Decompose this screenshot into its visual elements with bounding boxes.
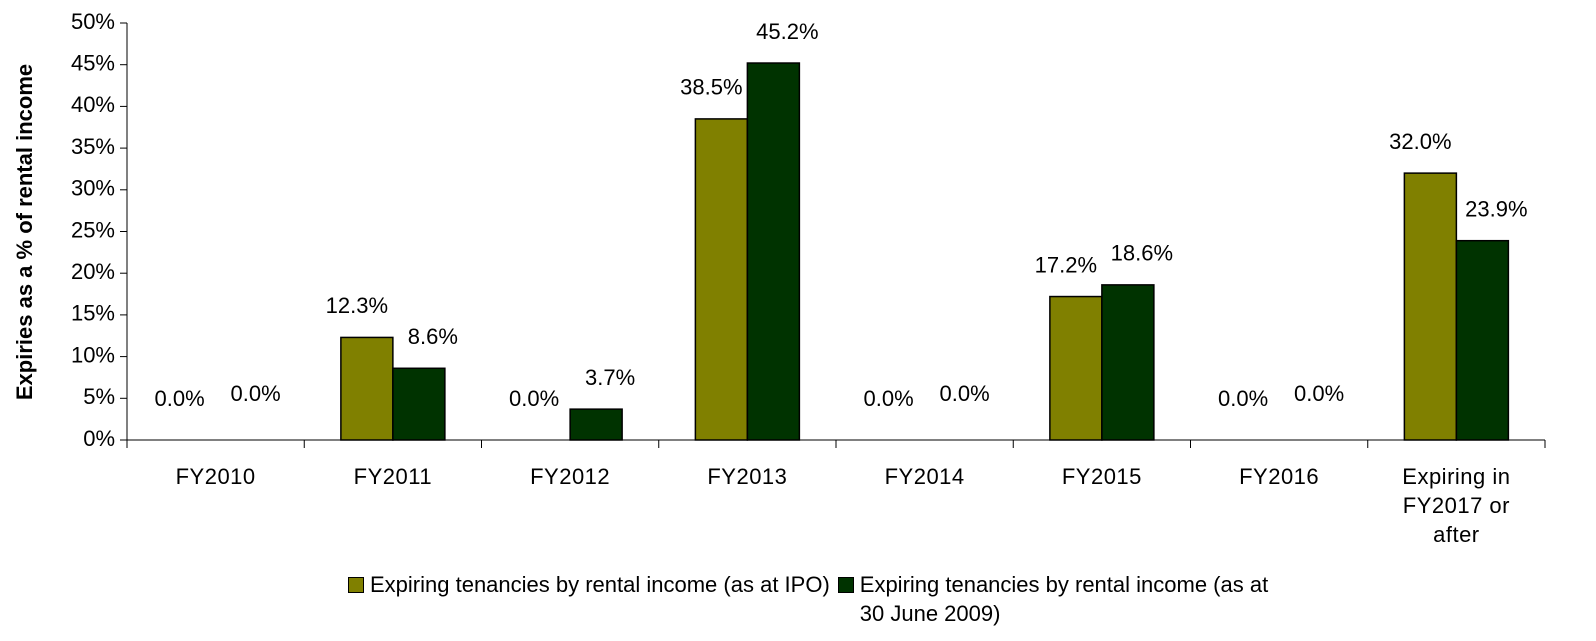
value-label: 0.0% (155, 386, 205, 411)
value-label: 38.5% (680, 75, 742, 100)
legend-label: Expiring tenancies by rental income (as … (370, 572, 830, 597)
x-tick-label: FY2012 (530, 464, 611, 489)
value-label: 3.7% (585, 365, 635, 390)
y-tick-label: 5% (83, 384, 115, 409)
legend-label: Expiring tenancies by rental income (as … (859, 572, 1269, 626)
y-tick-label: 30% (71, 176, 115, 201)
y-tick-label: 0% (83, 426, 115, 451)
value-label: 18.6% (1111, 241, 1173, 266)
x-tick-label: Expiring in FY2017 or after (1402, 464, 1511, 547)
value-label: 32.0% (1389, 129, 1451, 154)
bar (1403, 172, 1458, 441)
legend-swatch (348, 577, 364, 593)
y-tick-label: 10% (71, 342, 115, 367)
value-label: 23.9% (1465, 196, 1527, 221)
bar (392, 367, 446, 441)
bar (746, 62, 801, 441)
bar (1049, 295, 1103, 441)
legend-item: Expiring tenancies by rental income (as … (837, 570, 1280, 628)
y-tick-label: 25% (71, 217, 115, 242)
legend-swatch (837, 577, 854, 593)
value-label: 17.2% (1035, 252, 1097, 277)
y-tick-label: 50% (71, 9, 115, 34)
bar (1101, 284, 1155, 441)
value-label: 0.0% (1218, 386, 1268, 411)
x-tick-label: FY2015 (1061, 464, 1142, 489)
bar (694, 118, 749, 441)
x-tick-label: FY2014 (884, 464, 965, 489)
legend-item: Expiring tenancies by rental income (as … (348, 570, 830, 599)
y-tick-label: 35% (71, 134, 115, 159)
value-label: 0.0% (940, 381, 990, 406)
y-tick-label: 15% (71, 301, 115, 326)
x-tick-label: FY2013 (707, 464, 788, 489)
value-label: 45.2% (756, 19, 818, 44)
y-tick-label: 40% (71, 92, 115, 117)
y-tick-label: 45% (71, 51, 115, 76)
value-label: 12.3% (326, 293, 388, 318)
x-tick-label: FY2011 (353, 464, 433, 489)
value-label: 0.0% (231, 381, 281, 406)
value-label: 0.0% (864, 386, 914, 411)
value-label: 0.0% (1294, 381, 1344, 406)
value-label: 8.6% (408, 324, 458, 349)
bar (1455, 239, 1510, 441)
bar (340, 336, 394, 441)
value-label: 0.0% (509, 386, 559, 411)
x-tick-label: FY2010 (175, 464, 256, 489)
x-tick-label: FY2016 (1239, 464, 1320, 489)
bar (569, 408, 623, 441)
y-tick-label: 20% (71, 259, 115, 284)
y-axis-title: Expiries as a % of rental income (12, 64, 37, 400)
legend: Expiring tenancies by rental income (as … (348, 570, 1280, 628)
